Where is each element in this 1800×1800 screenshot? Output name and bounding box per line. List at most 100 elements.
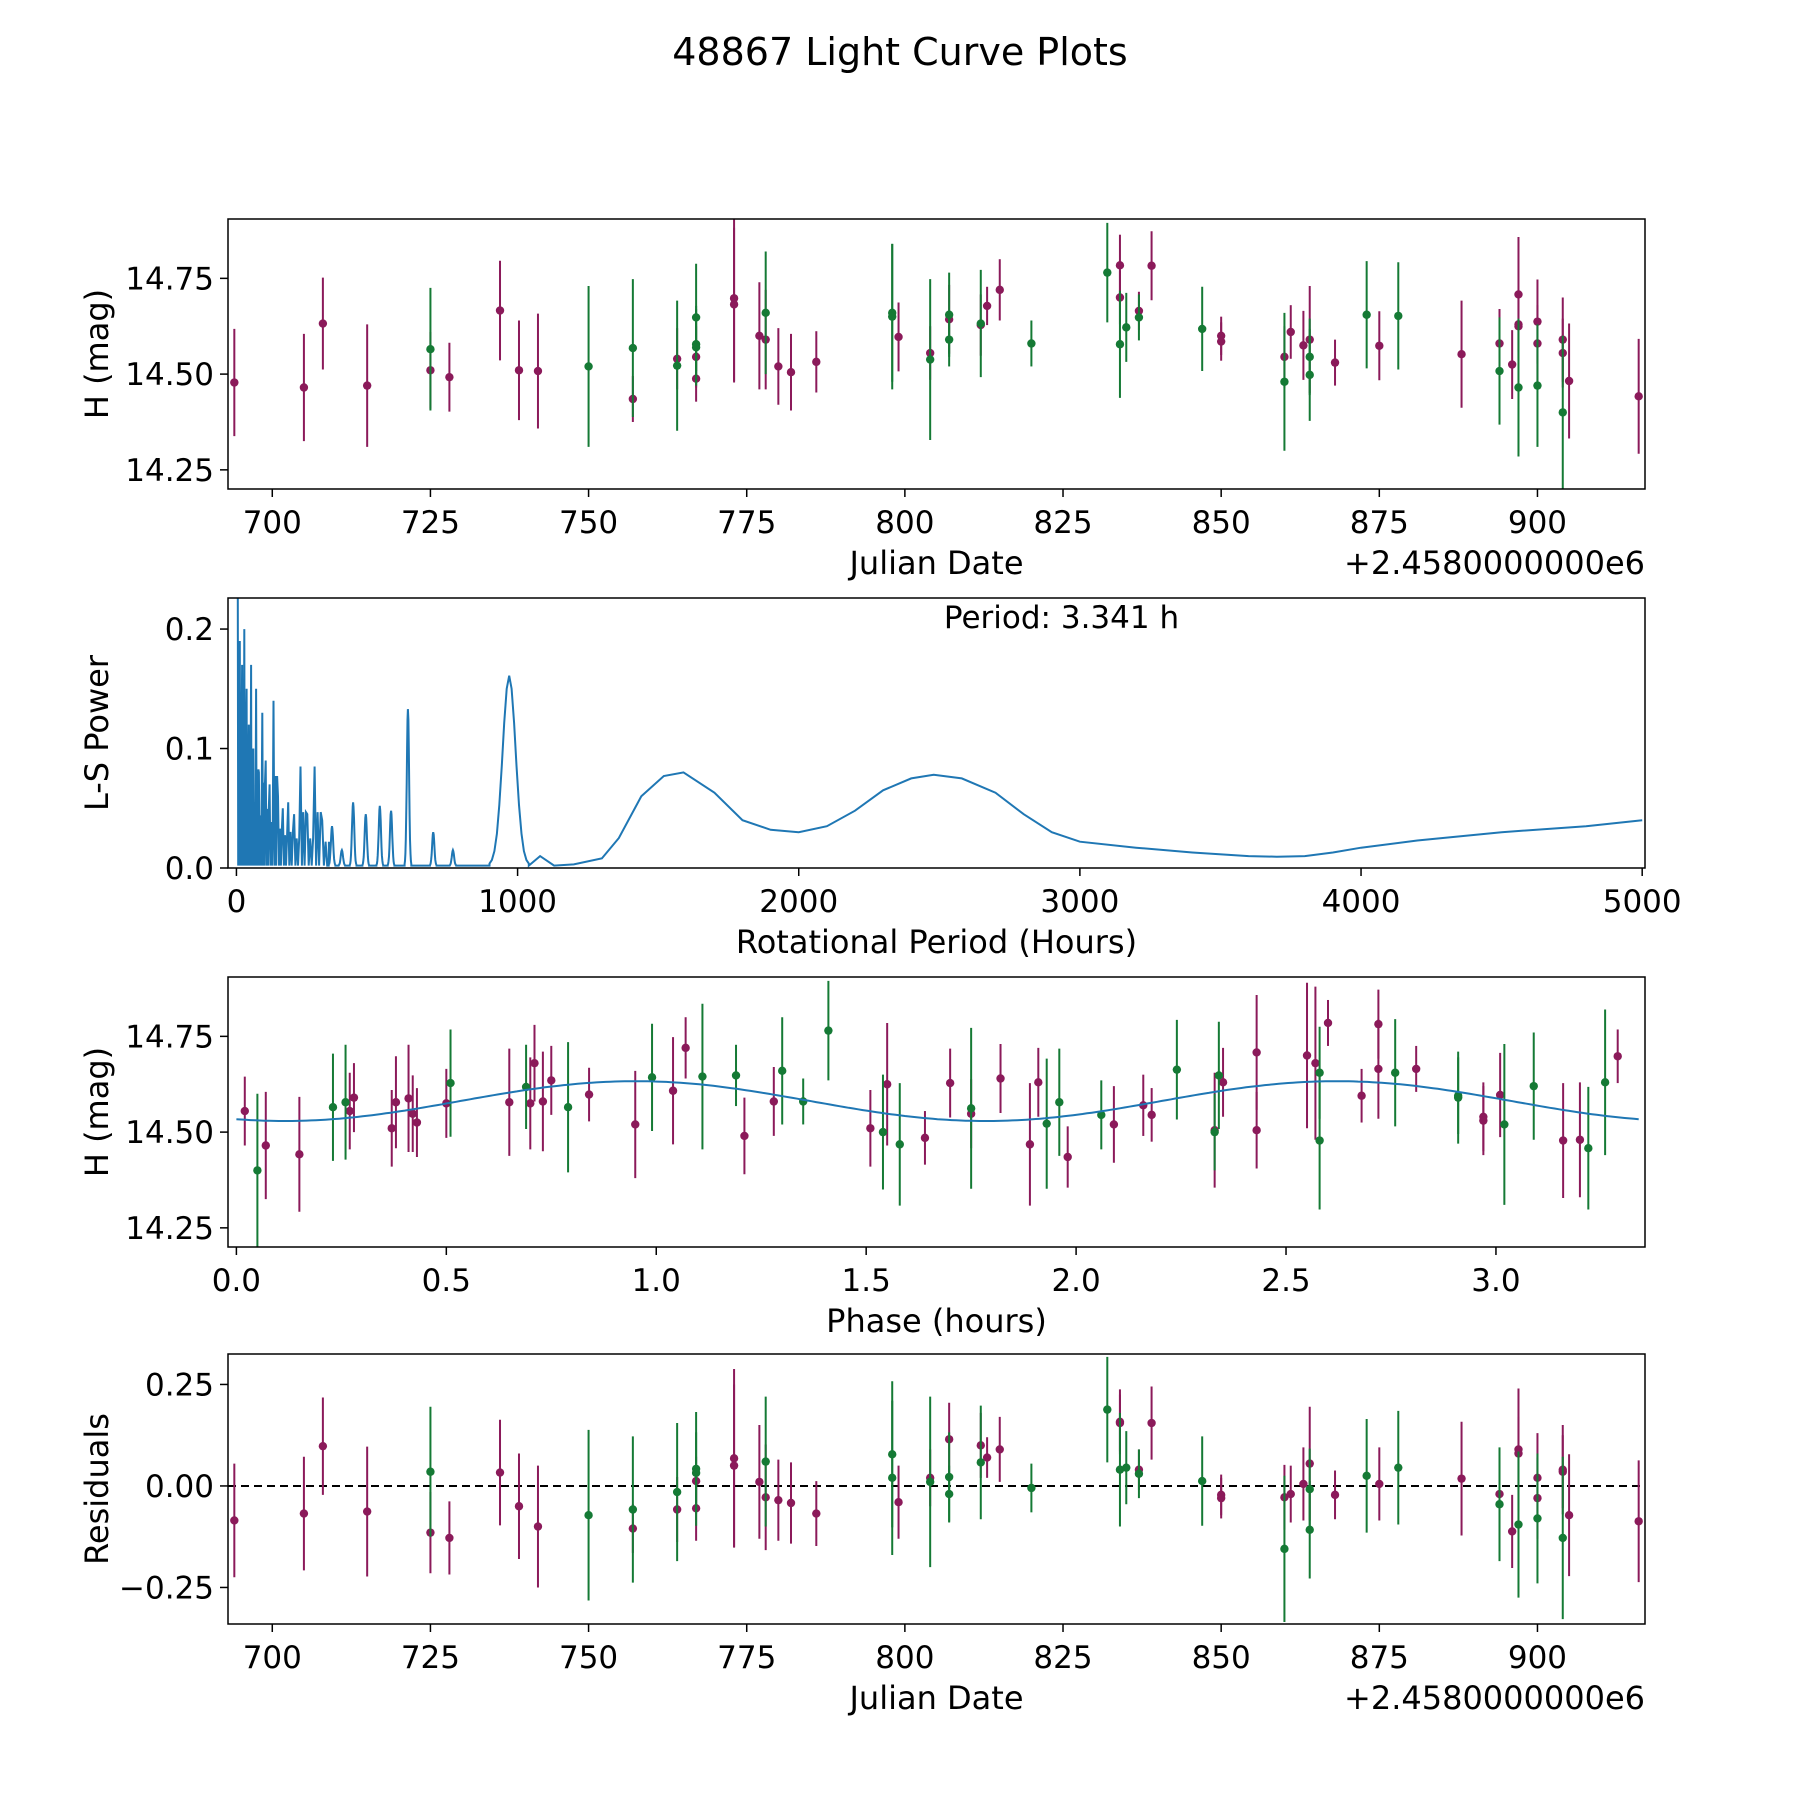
plot-data-layer (230, 219, 1643, 489)
data-point (445, 1533, 454, 1543)
data-point (1495, 366, 1504, 376)
data-point (1305, 370, 1314, 380)
data-point (1122, 1463, 1131, 1472)
data-point (966, 1104, 976, 1113)
data-point (1634, 1517, 1643, 1526)
data-point (1374, 1064, 1383, 1074)
data-point (299, 1509, 309, 1518)
x-tick-label: 3.0 (1471, 1263, 1520, 1299)
data-point (445, 372, 454, 382)
series-green (426, 222, 1567, 489)
data-point (729, 1461, 739, 1470)
data-point (1055, 1098, 1064, 1107)
data-point (1216, 1493, 1226, 1503)
data-point (672, 361, 682, 370)
x-tick-label: 3000 (1040, 884, 1119, 920)
data-point (1411, 1064, 1421, 1074)
data-point (362, 1507, 372, 1516)
x-tick-label: 2000 (759, 884, 838, 920)
periodogram-panel: 0 1000 2000 3000 4000 5000 0.0 0.1 0.2 Rotational… (78, 597, 1682, 961)
series-green (253, 980, 1610, 1247)
y-tick-label: 14.25 (125, 1211, 214, 1247)
data-point (318, 1441, 328, 1451)
data-point (894, 1497, 903, 1507)
data-point (1357, 1091, 1366, 1100)
data-point (1172, 1065, 1182, 1074)
data-point (412, 1118, 422, 1127)
data-point (230, 1516, 239, 1525)
y-tick-label: 14.75 (125, 1019, 214, 1055)
data-point (672, 1487, 682, 1497)
data-point (729, 300, 739, 309)
data-point (1214, 1071, 1224, 1080)
x-tick-label: 875 (1350, 1640, 1409, 1676)
data-point (1210, 1127, 1219, 1137)
data-point (1147, 261, 1156, 270)
data-point (1042, 1119, 1051, 1128)
data-point (584, 1510, 593, 1520)
data-point (1375, 1479, 1384, 1489)
data-point (1286, 327, 1295, 337)
data-point (786, 367, 796, 377)
data-point (526, 1099, 535, 1108)
y-tick-label: 0.0 (165, 851, 214, 887)
data-point (1362, 1471, 1371, 1481)
data-point (681, 1043, 690, 1053)
data-point (584, 1090, 594, 1099)
x-tick-label: 775 (717, 505, 776, 541)
data-point (446, 1078, 455, 1088)
axes-frame (227, 1353, 1646, 1625)
data-point (1280, 1544, 1289, 1554)
data-point (1507, 1527, 1517, 1536)
data-point (976, 1458, 985, 1467)
data-point (925, 1477, 935, 1487)
data-point (1394, 311, 1403, 321)
data-point (530, 1058, 539, 1068)
x-axis-label: Julian Date (847, 1679, 1023, 1717)
data-point (982, 1453, 992, 1462)
data-point (1147, 1418, 1156, 1428)
data-point (894, 332, 903, 342)
x-tick-label: 800 (875, 1640, 934, 1676)
data-point (1457, 1474, 1466, 1483)
data-point (1600, 1078, 1610, 1087)
y-axis-label: L-S Power (78, 654, 116, 811)
light-curve-panel: 700 725 750 775 800 825 850 875 900 14.25 14.50 14.… (78, 218, 1646, 582)
data-point (755, 331, 764, 341)
data-point (1252, 1125, 1261, 1135)
x-tick-label: 0 (227, 884, 247, 920)
data-point (295, 1150, 304, 1159)
data-point (769, 1097, 779, 1106)
y-tick-label: 14.75 (125, 261, 214, 297)
data-point (1514, 1520, 1523, 1529)
x-tick-label: 2.0 (1051, 1263, 1100, 1299)
data-point (584, 362, 593, 371)
data-point (1252, 1048, 1261, 1057)
y-tick-label: 0.25 (145, 1367, 214, 1403)
x-axis-label: Phase (hours) (826, 1302, 1047, 1340)
data-point (1134, 1469, 1144, 1478)
x-tick-label: 875 (1350, 505, 1409, 541)
plot-data-layer (228, 1356, 1645, 1622)
x-offset-label: +2.4580000000e6 (1344, 1679, 1645, 1717)
data-point (1500, 1120, 1509, 1129)
data-point (1097, 1110, 1106, 1120)
data-point (391, 1098, 401, 1107)
data-point (1507, 360, 1517, 369)
data-point (1564, 1510, 1574, 1520)
data-point (1299, 1479, 1308, 1489)
data-point (628, 343, 638, 353)
data-point (944, 310, 954, 319)
data-point (1302, 1051, 1312, 1060)
data-point (495, 1468, 505, 1477)
data-point (253, 1166, 262, 1175)
model-curve (236, 1080, 1639, 1122)
data-point (1218, 1078, 1228, 1087)
data-point (404, 1094, 413, 1103)
data-point (387, 1124, 396, 1133)
data-point (1103, 268, 1112, 277)
x-tick-label: 850 (1192, 505, 1251, 541)
y-axis-label: H (mag) (78, 1047, 116, 1177)
data-point (318, 319, 328, 328)
